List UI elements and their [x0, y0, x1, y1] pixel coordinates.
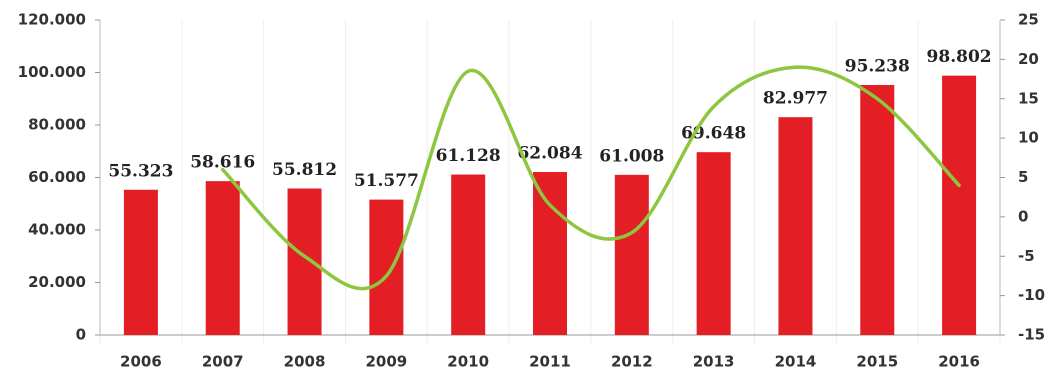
y2-tick-label: -15	[1018, 326, 1045, 344]
x-tick-label: 2014	[775, 353, 817, 371]
value-label: 51.577	[354, 171, 419, 191]
value-label: 55.812	[272, 160, 337, 180]
value-label: 58.616	[190, 153, 255, 173]
y2-tick-label: 0	[1018, 207, 1028, 225]
y-tick-label: 20.000	[28, 273, 86, 291]
bar	[778, 117, 813, 336]
y2-tick-label: 15	[1018, 89, 1039, 107]
y-tick-label: 80.000	[28, 116, 86, 134]
value-label: 95.238	[845, 57, 910, 77]
value-label: 62.084	[517, 144, 582, 164]
bar	[287, 188, 322, 335]
y-tick-label: 0	[76, 326, 86, 344]
line	[220, 65, 961, 291]
y2-tick-label: 5	[1018, 168, 1028, 186]
value-label: 61.128	[436, 146, 501, 166]
x-tick-label: 2008	[284, 353, 326, 371]
y2-tick-label: -5	[1018, 247, 1035, 265]
bar	[860, 85, 895, 336]
bar	[205, 181, 240, 335]
x-tick-label: 2015	[856, 353, 898, 371]
x-tick-label: 2010	[447, 353, 489, 371]
x-tick-label: 2007	[202, 353, 244, 371]
y-tick-label: 60.000	[28, 168, 86, 186]
bar	[696, 152, 731, 335]
y-tick-label: 40.000	[28, 221, 86, 239]
x-tick-label: 2009	[365, 353, 407, 371]
y-tick-label: 120.000	[18, 11, 86, 29]
bar	[614, 174, 649, 335]
x-tick-label: 2016	[938, 353, 980, 371]
y2-tick-label: -10	[1018, 286, 1045, 304]
y2-tick-label: 25	[1018, 11, 1039, 29]
value-label: 98.802	[927, 47, 992, 67]
value-label: 82.977	[763, 89, 828, 109]
x-tick-label: 2012	[611, 353, 653, 371]
x-tick-label: 2011	[529, 353, 571, 371]
bar	[451, 174, 486, 335]
y-tick-label: 100.000	[18, 63, 86, 81]
x-tick-label: 2013	[693, 353, 735, 371]
y2-tick-label: 20	[1018, 50, 1039, 68]
y2-tick-label: 10	[1018, 129, 1039, 147]
bar	[123, 189, 158, 335]
value-label: 61.008	[599, 146, 664, 166]
bar	[942, 75, 977, 336]
bar	[533, 172, 567, 335]
x-tick-label: 2006	[120, 353, 162, 371]
value-label: 55.323	[108, 161, 173, 181]
bar	[369, 199, 404, 335]
